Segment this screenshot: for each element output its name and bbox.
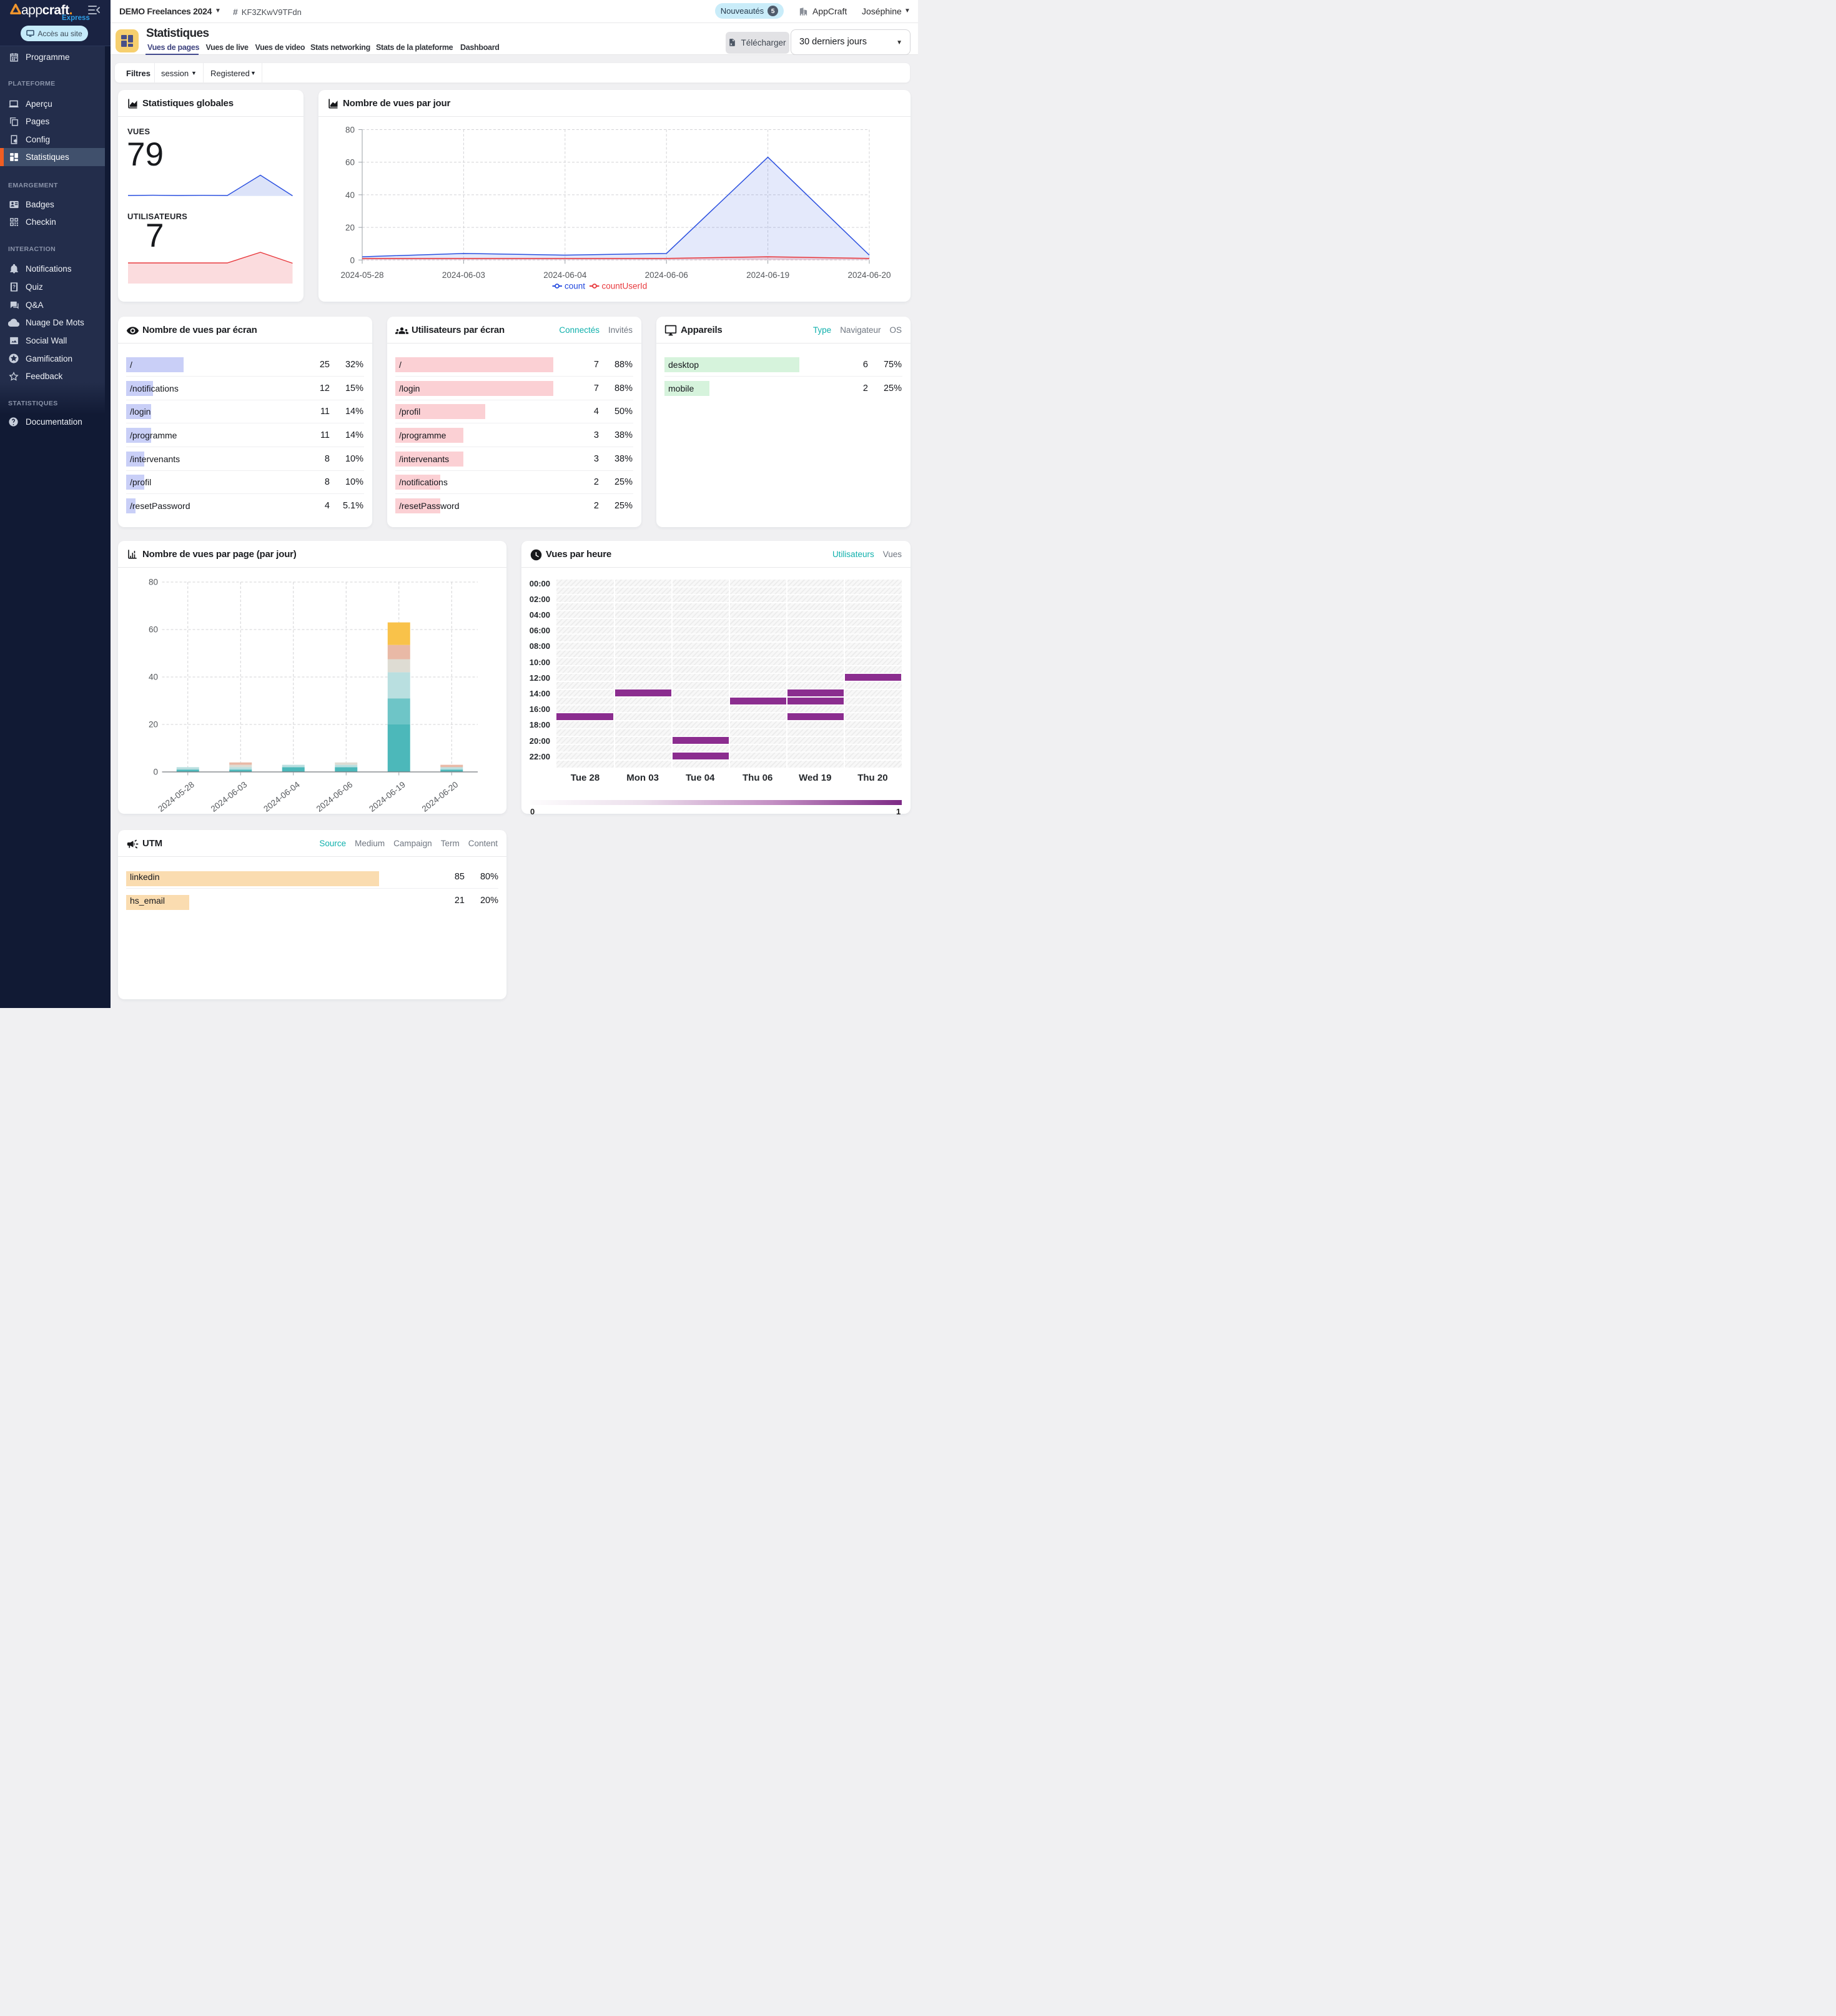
svg-text:?: ? <box>12 284 16 289</box>
svg-text:2024-06-19: 2024-06-19 <box>367 780 407 814</box>
svg-text:20: 20 <box>149 720 158 729</box>
svg-text:2024-06-03: 2024-06-03 <box>442 270 485 280</box>
svg-text:40: 40 <box>345 190 355 200</box>
svg-text:2024-06-20: 2024-06-20 <box>420 780 460 814</box>
svg-text:60: 60 <box>149 625 158 635</box>
svg-text:2024-05-28: 2024-05-28 <box>156 780 196 814</box>
svg-text:0: 0 <box>350 255 355 265</box>
svg-text:2024-05-28: 2024-05-28 <box>340 270 383 280</box>
svg-text:2024-06-19: 2024-06-19 <box>746 270 789 280</box>
svg-text:2024-06-03: 2024-06-03 <box>209 780 249 814</box>
svg-text:2024-06-04: 2024-06-04 <box>262 779 302 814</box>
svg-text:40: 40 <box>149 673 158 682</box>
svg-text:60: 60 <box>345 158 355 167</box>
svg-text:2024-06-06: 2024-06-06 <box>315 780 355 814</box>
svg-text:2024-06-20: 2024-06-20 <box>847 270 891 280</box>
svg-text:80: 80 <box>345 126 355 135</box>
svg-text:2024-06-06: 2024-06-06 <box>645 270 688 280</box>
svg-text:20: 20 <box>345 223 355 232</box>
svg-text:80: 80 <box>149 578 158 587</box>
svg-text:x: x <box>731 42 733 46</box>
svg-text:2024-06-04: 2024-06-04 <box>543 270 587 280</box>
svg-text:count: count <box>565 282 585 291</box>
svg-text:0: 0 <box>153 768 158 777</box>
svg-text:countUserId: countUserId <box>602 282 648 291</box>
